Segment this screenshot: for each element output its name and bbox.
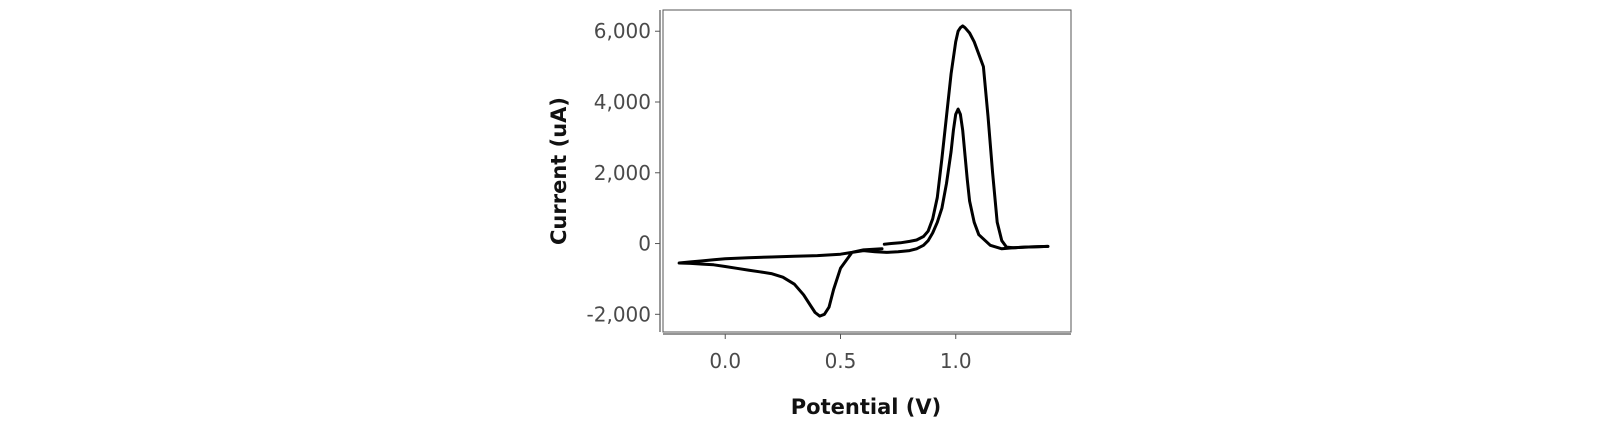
x-tick-label: 1.0 (940, 349, 972, 373)
y-tick-label: 4,000 (594, 90, 651, 114)
series-layer (677, 24, 1050, 318)
plot-frame (662, 9, 1072, 333)
x-axis-ticks: 0.0 0.5 1.0 (709, 334, 972, 373)
x-tick-label: 0.5 (825, 349, 857, 373)
x-axis-title: Potential (V) (791, 395, 941, 419)
y-tick-label: 0 (638, 232, 651, 256)
y-tick-label: 2,000 (594, 161, 651, 185)
y-tick-label: -2,000 (587, 302, 651, 326)
x-tick-label: 0.0 (709, 349, 741, 373)
series-line-cycle-1 (882, 24, 1050, 250)
y-axis-title: Current (uA) (547, 97, 571, 245)
series-line-cycle-2 (677, 107, 1050, 318)
y-tick-label: 6,000 (594, 19, 651, 43)
y-axis-ticks: -2,000 0 2,000 4,000 6,000 (587, 19, 660, 326)
